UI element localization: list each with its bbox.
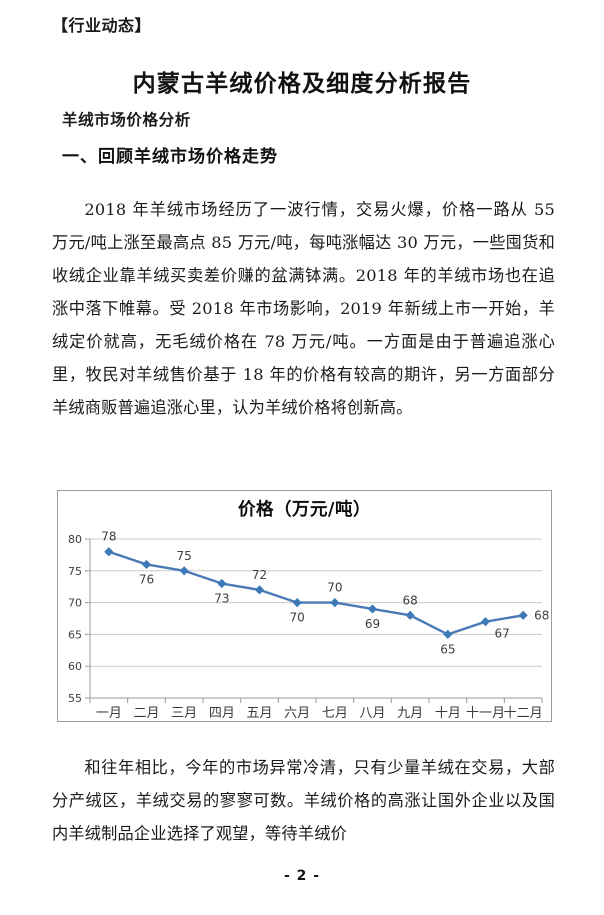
chart-data-point — [141, 559, 152, 570]
chart-data-label: 78 — [101, 530, 116, 544]
x-axis-tick-label: 五月 — [246, 706, 272, 721]
price-trend-chart: 价格（万元/吨） 55 60 65 70 75 80 一月 二月 三月 四月 五月 六月 七月 八月 九月十… — [57, 490, 552, 722]
chart-data-label: 73 — [214, 592, 229, 606]
chart-data-label: 67 — [495, 627, 510, 641]
document-category-tag: 【行业动态】 — [52, 16, 152, 35]
x-axis-tick-label: 一月 — [96, 706, 122, 721]
y-axis-tick-label: 55 — [68, 692, 82, 705]
chart-data-point — [367, 604, 378, 614]
chart-data-label: 72 — [252, 568, 267, 582]
chart-data-label: 75 — [177, 549, 192, 563]
chart-data-point — [179, 566, 189, 576]
chart-data-point — [480, 617, 491, 627]
x-axis-tick-label: 三月 — [171, 706, 197, 721]
chart-series-line — [107, 550, 525, 636]
page-number: - 2 - — [283, 868, 321, 884]
chart-data-label: 69 — [365, 617, 380, 631]
x-axis-tick-label: 七月 — [322, 706, 348, 721]
page-title: 内蒙古羊绒价格及细度分析报告 — [132, 70, 472, 98]
x-axis-tick-label: 六月 — [284, 706, 310, 721]
chart-data-label: 68 — [403, 593, 418, 607]
y-axis-tick-label: 60 — [68, 660, 82, 673]
chart-data-label: 65 — [440, 642, 455, 656]
sub-heading: 羊绒市场价格分析 — [62, 111, 191, 129]
chart-data-label: 70 — [327, 581, 342, 595]
y-axis-tick-label: 70 — [68, 597, 82, 610]
x-axis-tick-label: 十一月 — [466, 706, 505, 721]
y-axis-tick-label: 65 — [68, 628, 82, 641]
chart-data-point — [330, 598, 340, 608]
chart-data-point — [292, 598, 302, 608]
chart-data-point — [104, 547, 114, 557]
chart-data-point — [518, 610, 528, 620]
body-paragraph-1: 2018 年羊绒市场经历了一波行情，交易火爆，价格一路从 55 万元/吨上涨至最… — [52, 200, 555, 418]
chart-data-point — [217, 578, 227, 589]
x-axis-tick-label: 九月 — [397, 706, 423, 721]
chart-data-point — [405, 610, 415, 620]
chart-data-point — [443, 629, 453, 639]
chart-data-label: 70 — [290, 611, 305, 625]
x-axis-tick-label: 十二月 — [504, 706, 543, 721]
section-heading: 一、回顾羊绒市场价格走势 — [62, 147, 278, 167]
body-paragraph-2: 和往年相比，今年的市场异常冷清，只有少量羊绒在交易，大部分产绒区，羊绒交易的寥寥… — [52, 758, 555, 844]
x-axis-tick-label: 十月 — [435, 706, 461, 721]
x-axis-tick-label: 二月 — [133, 706, 159, 721]
chart-title: 价格（万元/吨） — [238, 500, 371, 520]
chart-data-label: 68 — [534, 608, 549, 622]
chart-data-label: 76 — [139, 572, 154, 586]
x-axis-tick-label: 八月 — [359, 706, 385, 721]
x-axis-tick-label: 四月 — [209, 706, 235, 721]
y-axis-tick-label: 75 — [68, 565, 82, 578]
y-axis-tick-label: 80 — [68, 533, 82, 546]
chart-data-point — [254, 585, 265, 595]
